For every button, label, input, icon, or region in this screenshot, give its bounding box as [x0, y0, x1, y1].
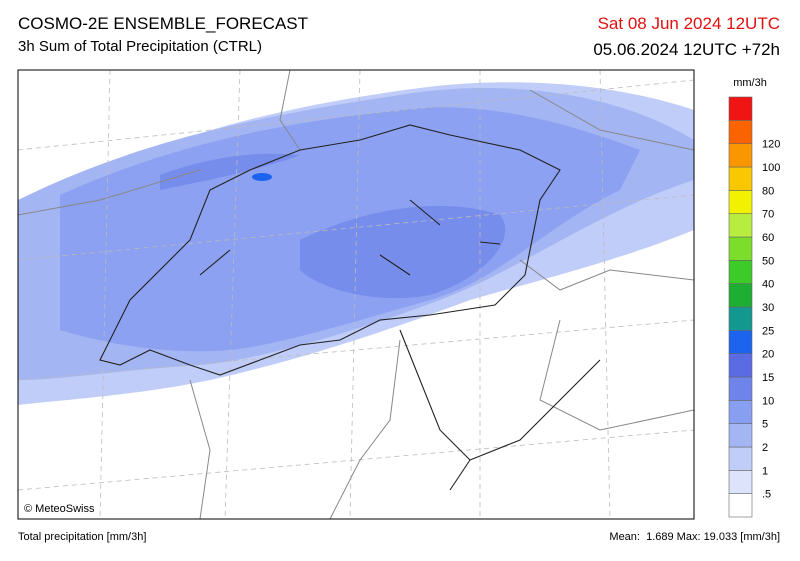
colorbar-swatch	[728, 236, 753, 261]
colorbar-swatch	[728, 306, 753, 331]
colorbar-label: 40	[762, 279, 774, 291]
colorbar-swatch	[728, 260, 753, 284]
colorbar-label: 80	[762, 185, 774, 197]
colorbar-swatch	[728, 353, 753, 378]
valid-time: Sat 08 Jun 2024 12UTC	[597, 14, 780, 33]
footer-right: Mean: 1.689 Max: 19.033 [mm/3h]	[609, 531, 780, 543]
colorbar-label: 60	[762, 232, 774, 244]
colorbar-swatch	[728, 120, 753, 144]
colorbar-swatch	[728, 493, 753, 518]
colorbar-label: 15	[762, 372, 774, 384]
colorbar-label: 70	[762, 209, 774, 221]
colorbar-label: 2	[762, 442, 768, 454]
footer-left: Total precipitation [mm/3h]	[18, 531, 147, 543]
colorbar-swatch	[728, 213, 753, 238]
colorbar-swatch	[728, 166, 753, 191]
colorbar-label: 10	[762, 395, 774, 407]
colorbar-label: .5	[762, 489, 771, 501]
colorbar-swatch	[728, 446, 753, 471]
title: COSMO-2E ENSEMBLE_FORECAST	[18, 14, 309, 33]
colorbar-swatch	[728, 283, 753, 308]
run-time: 05.06.2024 12UTC +72h	[593, 40, 780, 59]
colorbar-swatch	[728, 143, 753, 168]
colorbar-swatch	[728, 400, 753, 424]
colorbar-label: 50	[762, 255, 774, 267]
colorbar-swatch	[728, 423, 753, 448]
map-frame	[17, 69, 695, 520]
colorbar-swatch	[728, 190, 753, 214]
colorbar-swatch	[728, 330, 753, 354]
colorbar-swatch	[728, 376, 753, 401]
map-lines	[18, 70, 694, 519]
colorbar-label: 1	[762, 465, 768, 477]
colorbar-label: 25	[762, 325, 774, 337]
colorbar-label: 5	[762, 419, 768, 431]
colorbar-label: 100	[762, 162, 780, 174]
subtitle: 3h Sum of Total Precipitation (CTRL)	[18, 38, 262, 55]
colorbar-swatch	[728, 96, 753, 121]
credit: © MeteoSwiss	[24, 503, 95, 515]
colorbar-label: 30	[762, 302, 774, 314]
colorbar-label: 120	[762, 139, 780, 151]
legend-unit: mm/3h	[733, 77, 767, 89]
colorbar-label: 20	[762, 349, 774, 361]
colorbar-swatch	[728, 470, 753, 494]
